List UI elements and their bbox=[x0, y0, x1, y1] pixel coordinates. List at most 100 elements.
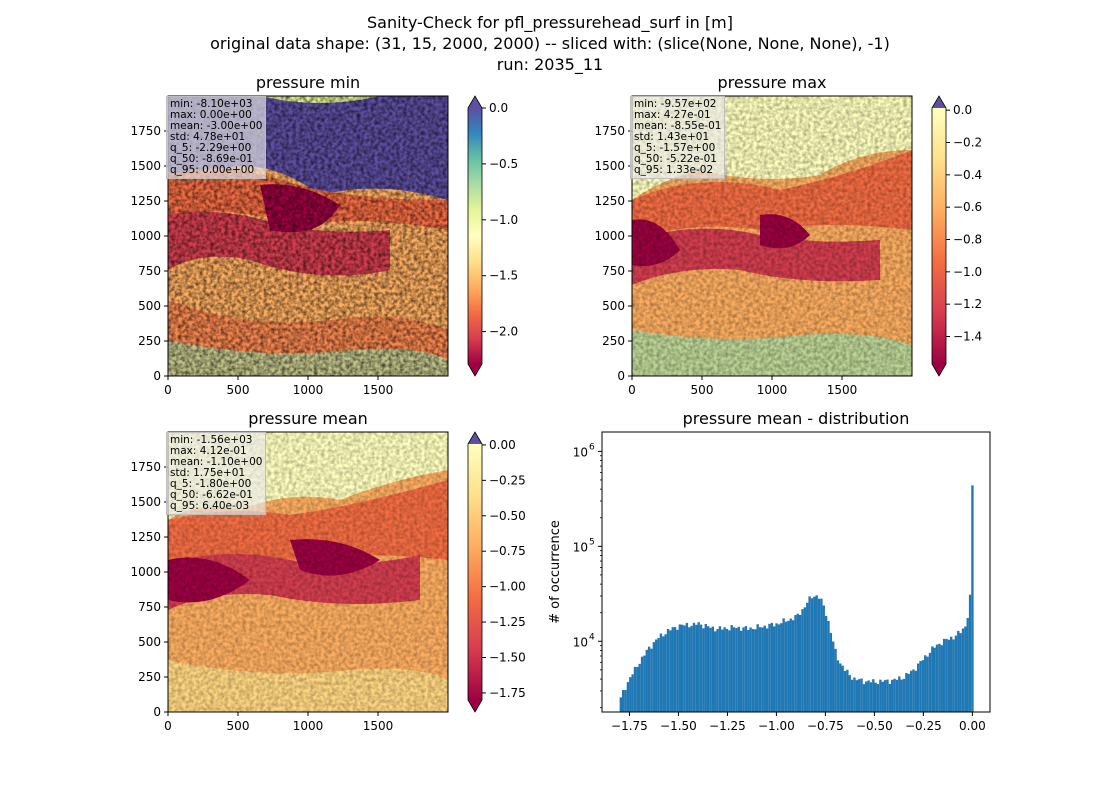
stat-line: min: -9.57e+02 bbox=[634, 98, 717, 110]
colorbar-outline bbox=[931, 95, 947, 377]
y-tick-label: 750 bbox=[138, 600, 161, 614]
hist-bar bbox=[624, 689, 627, 712]
hist-title: pressure mean - distribution bbox=[683, 409, 910, 428]
hist-bar bbox=[655, 639, 658, 712]
hist-bar bbox=[643, 655, 646, 712]
hist-bar bbox=[751, 629, 755, 712]
hist-bar bbox=[806, 602, 809, 712]
hist-bar bbox=[636, 666, 639, 712]
y-tick-exponent: 4 bbox=[589, 632, 595, 642]
hist-bar bbox=[813, 596, 816, 712]
hist-bar bbox=[621, 690, 625, 712]
hist-bar bbox=[888, 683, 892, 712]
hist-bar bbox=[749, 627, 752, 712]
hist-bar bbox=[782, 618, 785, 712]
hist-bar bbox=[933, 647, 936, 712]
hist-bar bbox=[815, 595, 818, 712]
colorbar-extend-max bbox=[468, 432, 482, 444]
x-tick-label: 0 bbox=[628, 383, 636, 397]
hist-bar bbox=[964, 626, 967, 712]
hist-bar bbox=[883, 680, 887, 712]
hist-bar bbox=[971, 485, 974, 712]
y-tick-label: 0 bbox=[153, 705, 161, 719]
hist-bar bbox=[924, 655, 927, 712]
hist-bar bbox=[775, 623, 778, 712]
stat-line: q_95: 0.00e+00 bbox=[170, 164, 255, 176]
hist-bar bbox=[801, 609, 804, 712]
hist-bar bbox=[841, 665, 844, 712]
hist-bar bbox=[702, 628, 705, 712]
hist-bar bbox=[822, 605, 825, 712]
hist-bar bbox=[926, 656, 929, 712]
stat-line: q_5: -2.29e+00 bbox=[170, 142, 252, 154]
hist-bar bbox=[685, 622, 689, 712]
hist-bar bbox=[728, 630, 731, 712]
stat-line: mean: -8.55e-01 bbox=[634, 120, 722, 132]
y-tick-exponent: 6 bbox=[589, 442, 595, 452]
hist-bar bbox=[664, 634, 667, 712]
hist-bar bbox=[765, 628, 769, 712]
y-tick-label: 0 bbox=[617, 369, 625, 383]
colorbar-tick-label: −0.4 bbox=[953, 168, 982, 182]
hist-bar bbox=[730, 625, 733, 712]
hist-bar bbox=[876, 684, 880, 712]
hist-bar bbox=[945, 638, 948, 712]
hist-bar bbox=[968, 594, 972, 712]
hist-bar bbox=[647, 646, 651, 712]
hist-bar bbox=[692, 622, 696, 712]
hist-bar bbox=[916, 663, 920, 712]
stat-line: std: 1.75e+01 bbox=[170, 467, 246, 479]
hist-bar bbox=[673, 627, 677, 712]
y-tick-label: 250 bbox=[138, 670, 161, 684]
colorbar-tick-label: −0.8 bbox=[953, 233, 982, 247]
colorbar-extend-min bbox=[468, 364, 482, 376]
colorbar-tick-label: −0.6 bbox=[953, 200, 982, 214]
stat-line: q_50: -6.62e-01 bbox=[170, 489, 253, 501]
hist-bar bbox=[810, 598, 814, 712]
hist-bar bbox=[961, 628, 965, 712]
x-tick-label: 500 bbox=[691, 383, 714, 397]
hist-bar bbox=[829, 632, 833, 712]
hist-bar bbox=[860, 678, 863, 712]
hist-bar bbox=[629, 677, 632, 712]
suptitle-line-2: original data shape: (31, 15, 2000, 2000… bbox=[210, 34, 890, 53]
y-tick-label: 1500 bbox=[594, 159, 625, 173]
hist-bar bbox=[631, 674, 634, 712]
colorbar-1-body bbox=[468, 108, 482, 364]
hist-bar bbox=[773, 626, 776, 712]
hist-bar bbox=[893, 678, 896, 712]
hist-bar bbox=[836, 660, 840, 712]
y-tick-label: 1500 bbox=[130, 159, 161, 173]
hist-bar bbox=[950, 636, 953, 712]
hist-bar bbox=[721, 629, 724, 712]
hist-bar bbox=[931, 646, 934, 712]
y-tick-label: 1750 bbox=[594, 124, 625, 138]
panel-pressure-min bbox=[168, 96, 448, 376]
colorbar-tick-label: −1.5 bbox=[489, 269, 518, 283]
colorbar-extend-min bbox=[468, 700, 482, 712]
hist-bar bbox=[756, 624, 759, 712]
colorbar-tick-label: −1.0 bbox=[953, 265, 982, 279]
x-tick-label: 1500 bbox=[827, 383, 858, 397]
hist-bar bbox=[798, 614, 802, 712]
suptitle-line-3: run: 2035_11 bbox=[496, 55, 604, 74]
y-tick-label: 250 bbox=[138, 334, 161, 348]
hist-bar bbox=[855, 680, 858, 712]
hist-bar bbox=[909, 670, 913, 712]
hist-bar bbox=[832, 641, 835, 712]
hist-bar bbox=[662, 636, 665, 712]
stat-line: std: 4.78e+01 bbox=[170, 131, 246, 143]
hist-bar bbox=[808, 596, 811, 712]
hist-bar bbox=[817, 598, 821, 712]
hist-bar bbox=[966, 617, 969, 712]
hist-bar bbox=[940, 645, 943, 712]
hist-bar bbox=[737, 626, 740, 712]
hist-bar bbox=[690, 625, 693, 712]
colorbar-tick-label: −2.0 bbox=[489, 325, 518, 339]
x-tick-label: 500 bbox=[227, 719, 250, 733]
heatmap-title: pressure min bbox=[256, 73, 360, 92]
hist-bar bbox=[718, 626, 722, 712]
colorbar-tick-label: −1.25 bbox=[489, 615, 526, 629]
x-tick-label: 500 bbox=[227, 383, 250, 397]
hist-bar bbox=[754, 629, 757, 712]
